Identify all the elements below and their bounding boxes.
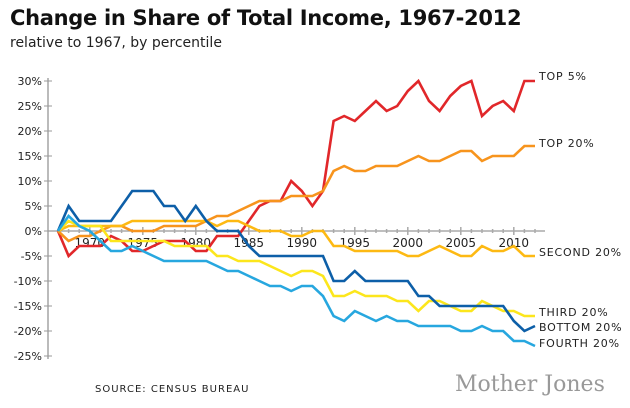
series-label: THIRD 20%: [538, 306, 609, 319]
x-tick-label: 2005: [446, 236, 477, 250]
y-tick-label: 15%: [18, 150, 42, 163]
series-line-third-20-: [57, 219, 535, 318]
series-label: TOP 20%: [538, 137, 595, 150]
series-line-bottom-20-: [56, 189, 536, 333]
series-label: SECOND 20%: [539, 246, 622, 259]
x-tick-label: 1980: [181, 236, 212, 250]
series-line-fourth-20-: [56, 214, 536, 348]
series-line-top-20-: [57, 144, 535, 243]
y-tick-label: -15%: [14, 300, 42, 313]
series-label: TOP 5%: [538, 70, 587, 83]
chart-title: Change in Share of Total Income, 1967-20…: [10, 6, 522, 30]
series-label: FOURTH 20%: [539, 337, 620, 350]
y-tick-label: -25%: [14, 350, 42, 363]
series-line-second-20-: [57, 219, 535, 258]
x-tick-label: 1995: [340, 236, 371, 250]
x-tick-label: 1985: [234, 236, 265, 250]
y-tick-label: 20%: [18, 125, 42, 138]
y-tick-label: 30%: [18, 75, 42, 88]
y-tick-label: -5%: [21, 250, 42, 263]
x-tick-label: 1990: [287, 236, 318, 250]
series-label: BOTTOM 20%: [539, 321, 622, 334]
y-tick-label: -10%: [14, 275, 42, 288]
y-tick-label: 5%: [25, 200, 42, 213]
x-tick-label: 1975: [128, 236, 159, 250]
series-line-top-5-: [56, 78, 535, 259]
x-tick-label: 1970: [75, 236, 106, 250]
y-tick-label: 25%: [18, 100, 42, 113]
y-tick-label: 0%: [25, 225, 42, 238]
chart-subtitle: relative to 1967, by percentile: [10, 35, 222, 51]
mother-jones-logo: Mother Jones: [455, 372, 605, 397]
y-tick-label: 10%: [18, 175, 42, 188]
y-tick-label: -20%: [14, 325, 42, 338]
x-tick-label: 2000: [393, 236, 424, 250]
source-note: SOURCE: CENSUS BUREAU: [95, 384, 250, 395]
x-tick-label: 2010: [499, 236, 530, 250]
